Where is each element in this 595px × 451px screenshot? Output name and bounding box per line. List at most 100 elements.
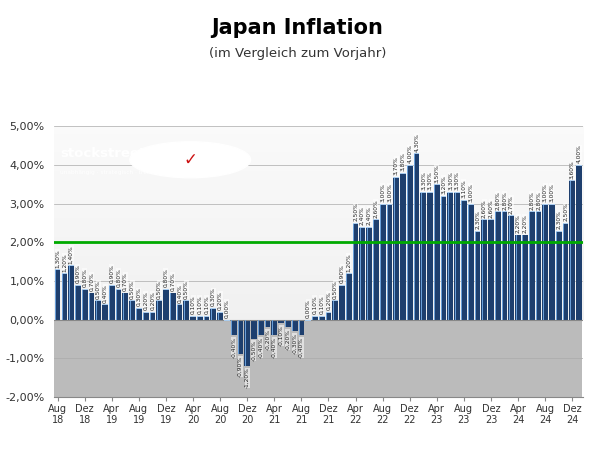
Bar [163,289,169,290]
Bar [542,203,548,205]
Text: 3,30%: 3,30% [448,171,453,190]
Bar [353,223,354,320]
Bar [82,289,87,320]
Bar [570,180,571,320]
Bar [115,289,121,290]
Text: 3,50%: 3,50% [434,164,439,183]
Text: -0,40%: -0,40% [258,336,263,358]
Bar [95,300,101,320]
Bar [563,223,568,224]
Bar [529,212,534,320]
Bar [482,219,483,320]
Bar [136,308,137,320]
Bar [150,312,151,320]
Bar [454,192,460,320]
Bar [109,285,110,320]
Bar [333,300,334,320]
Bar [156,300,162,320]
Bar [231,320,232,335]
Bar [380,203,386,205]
Text: 0,20%: 0,20% [218,291,223,310]
Text: 0,70%: 0,70% [89,272,94,291]
Bar [448,192,449,320]
Text: 0,50%: 0,50% [333,280,338,299]
Text: 4,00%: 4,00% [577,144,581,163]
Bar [427,192,433,320]
Bar [569,180,575,181]
Text: 2,20%: 2,20% [522,214,527,233]
Bar [434,184,440,185]
Bar [177,304,178,320]
Bar [183,300,189,301]
Text: 3,00%: 3,00% [387,183,392,202]
Bar [359,227,365,320]
Bar [563,223,564,320]
Bar [62,273,63,320]
Bar [373,219,379,320]
Bar [475,230,476,320]
Text: 0,30%: 0,30% [136,288,142,306]
Bar [543,203,544,320]
Text: 0,70%: 0,70% [170,272,176,291]
Bar [68,266,74,267]
Bar [224,320,230,321]
Bar [143,312,144,320]
Bar [393,176,399,320]
Text: 0,10%: 0,10% [204,295,209,314]
Text: -0,20%: -0,20% [286,329,290,350]
Bar [68,266,74,320]
Text: -0,40%: -0,40% [231,336,236,358]
Text: 0,10%: 0,10% [312,295,318,314]
Bar [509,215,514,216]
Text: 2,70%: 2,70% [509,195,514,214]
Text: 3,00%: 3,00% [549,183,555,202]
Text: 4,00%: 4,00% [407,144,412,163]
Bar [556,230,562,232]
Bar [231,320,237,335]
Text: 1,40%: 1,40% [68,245,74,264]
Text: -0,10%: -0,10% [278,325,284,346]
Bar [136,308,142,309]
Text: 3,10%: 3,10% [461,179,466,198]
Bar [61,273,67,274]
Bar [339,285,345,286]
Text: 2,40%: 2,40% [367,207,372,225]
Text: 0,50%: 0,50% [96,280,101,299]
Text: -0,50%: -0,50% [252,341,256,361]
Bar [522,235,528,320]
Bar [143,312,149,313]
Bar [136,308,142,320]
Bar [190,316,196,317]
Bar [421,192,426,193]
Bar [576,165,582,320]
Bar [333,300,338,301]
Text: -0,30%: -0,30% [292,333,297,354]
Bar [149,312,155,320]
Bar [170,293,176,320]
Text: 0,10%: 0,10% [190,295,196,314]
Bar [359,227,365,228]
Bar [569,180,575,320]
Bar [502,212,508,320]
Bar [380,203,386,320]
Bar [509,215,514,320]
Bar [414,153,419,320]
Text: 3,30%: 3,30% [421,171,426,190]
Bar [123,293,128,320]
Bar [55,269,61,270]
Text: 2,50%: 2,50% [353,202,358,221]
Bar [278,320,280,323]
Bar [387,203,392,205]
Text: 2,60%: 2,60% [482,199,487,217]
Text: 3,20%: 3,20% [441,175,446,194]
Bar [190,316,192,320]
Bar [367,227,372,228]
Bar [129,300,135,301]
Bar [109,285,115,320]
Bar [217,312,223,320]
Text: 3,00%: 3,00% [380,183,385,202]
Bar [400,173,406,174]
Bar [400,173,406,320]
Text: 4,30%: 4,30% [414,133,419,152]
Bar [468,203,474,320]
